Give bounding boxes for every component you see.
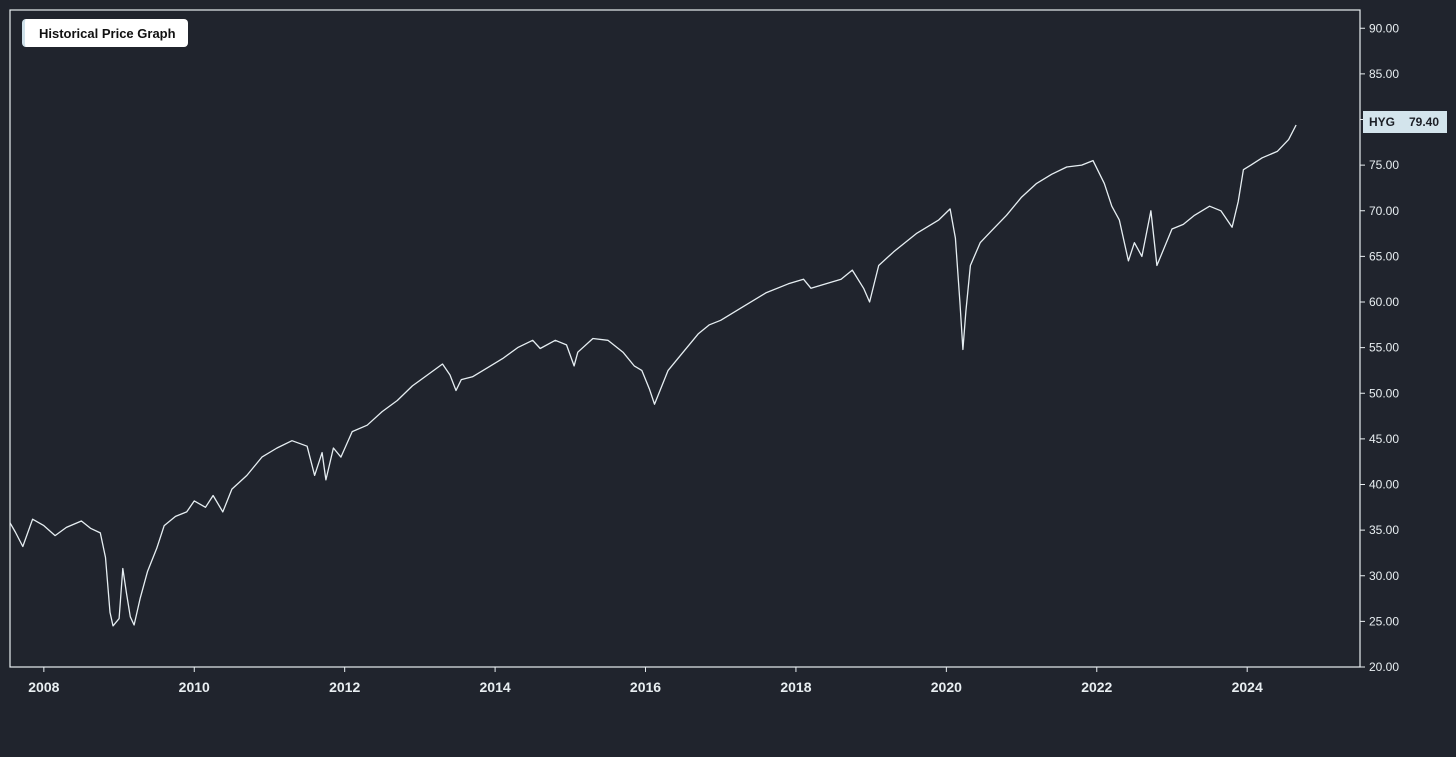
y-tick-label: 20.00 [1369,660,1399,674]
y-axis: 20.00 25.00 30.00 35.00 40.00 45.00 50.00 55.00… [1360,21,1399,674]
y-tick-label: 55.00 [1369,341,1399,355]
x-axis: 2008 2010 2012 2014 2016 2018 2020 2022 2024 [28,667,1263,695]
x-tick-label: 2020 [931,679,962,695]
chart-title: Historical Price Graph [22,19,188,47]
y-tick-label: 45.00 [1369,432,1399,446]
y-tick-label: 75.00 [1369,158,1399,172]
plot-frame [9,9,1361,668]
price-tag-symbol: HYG [1369,115,1396,129]
y-tick-label: 65.00 [1369,249,1399,263]
y-tick-label: 35.00 [1369,523,1399,537]
x-tick-label: 2014 [480,679,511,695]
series-layer [9,124,1297,627]
x-tick-label: 2022 [1081,679,1112,695]
y-tick-label: 25.00 [1369,614,1399,628]
x-tick-label: 2012 [329,679,360,695]
x-tick-label: 2008 [28,679,59,695]
y-tick-label: 90.00 [1369,21,1399,35]
y-tick-label: 85.00 [1369,67,1399,81]
x-tick-label: 2010 [179,679,210,695]
last-price-tag: HYG 79.40 [1363,111,1447,133]
price-tag-value: 79.40 [1408,115,1439,129]
x-tick-label: 2024 [1232,679,1263,695]
x-tick-label: 2018 [780,679,811,695]
y-tick-label: 30.00 [1369,569,1399,583]
y-tick-label: 70.00 [1369,204,1399,218]
y-tick-label: 50.00 [1369,386,1399,400]
series-line-hyg [9,124,1297,627]
x-tick-label: 2016 [630,679,661,695]
y-tick-label: 40.00 [1369,478,1399,492]
y-tick-label: 60.00 [1369,295,1399,309]
